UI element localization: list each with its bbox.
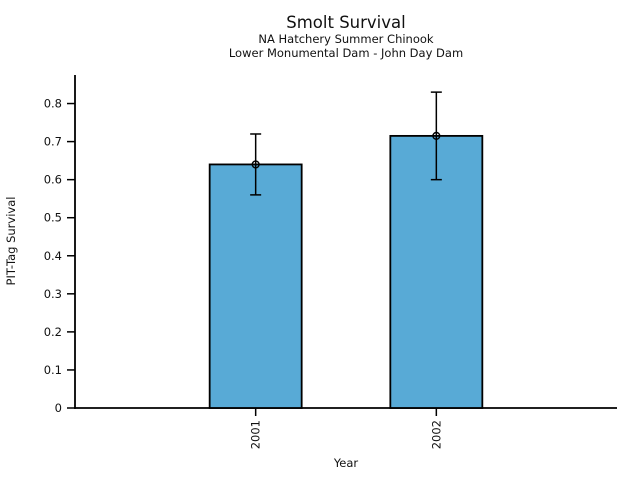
bar [208, 163, 303, 409]
y-tick-label: 0.2 [44, 325, 62, 339]
y-tick-label: 0.4 [44, 249, 62, 263]
y-tick-label: 0 [55, 401, 62, 415]
y-tick-label: 0.3 [44, 287, 62, 301]
plot-area: 0 0.1 0.2 0.3 0.4 0.5 0.6 0.7 0.8 2001 2002 [44, 75, 617, 449]
y-tick-label: 0.8 [44, 97, 62, 111]
x-axis-label: Year [333, 456, 359, 470]
chart-subtitle-line2: Lower Monumental Dam - John Day Dam [229, 46, 463, 60]
y-tick-label: 0.1 [44, 363, 62, 377]
point-marker [251, 160, 260, 169]
y-tick-label: 0.5 [44, 211, 62, 225]
x-tick-label: 2002 [429, 420, 443, 449]
point-marker [432, 131, 441, 140]
chart-title: Smolt Survival [286, 13, 405, 32]
y-tick-label: 0.7 [44, 135, 62, 149]
x-tick-label: 2001 [249, 420, 263, 449]
chart-subtitle-line1: NA Hatchery Summer Chinook [258, 32, 434, 46]
y-axis-label: PIT-Tag Survival [4, 197, 18, 286]
y-tick-label: 0.6 [44, 173, 62, 187]
